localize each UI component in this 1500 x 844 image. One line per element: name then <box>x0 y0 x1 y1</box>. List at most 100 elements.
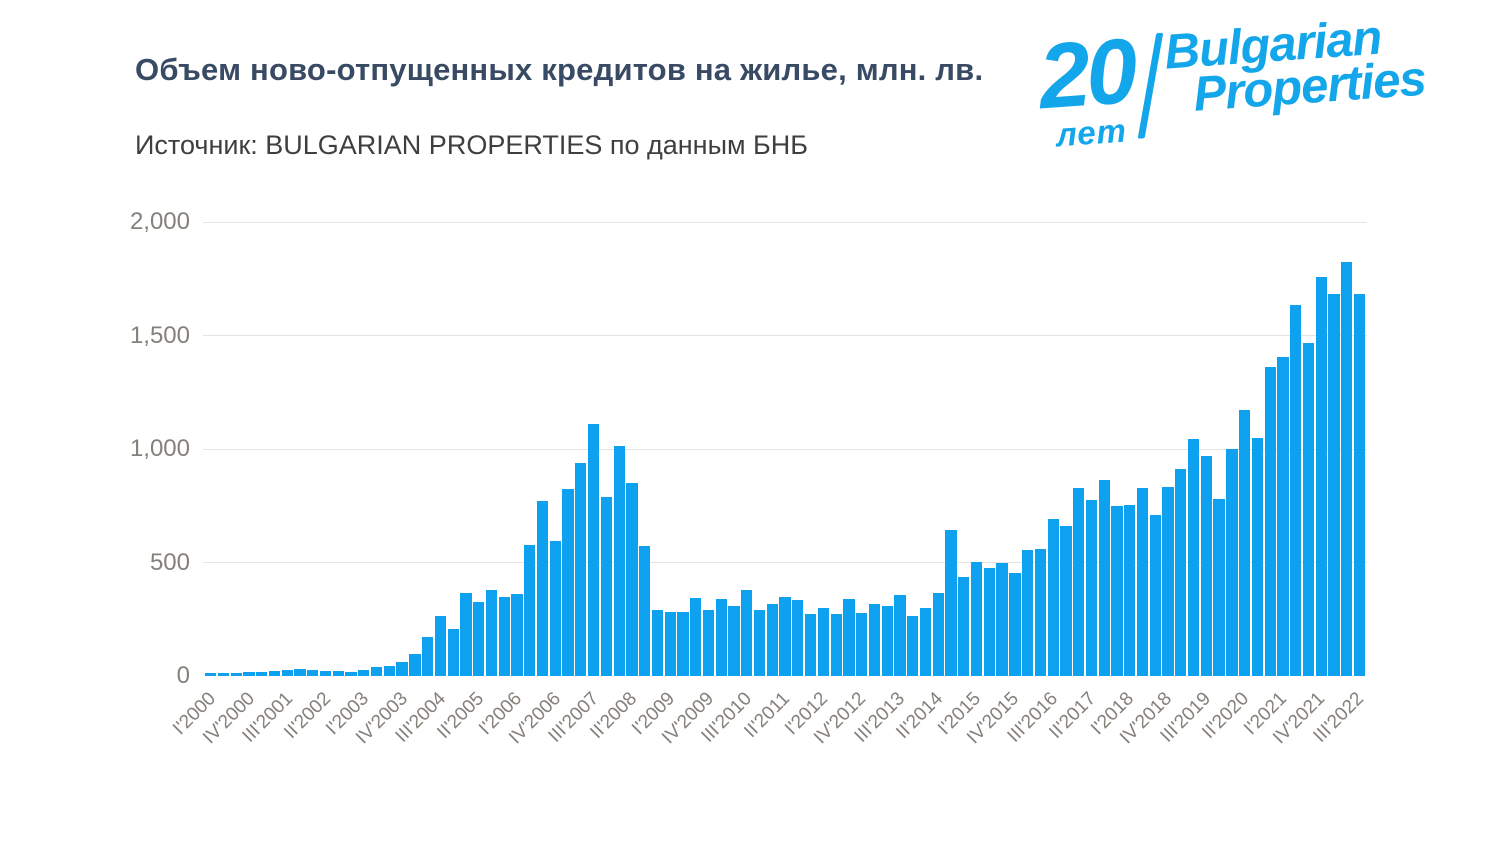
bar-I'2015 <box>970 561 983 676</box>
bar-IV'2018 <box>1162 487 1174 676</box>
bar-III'2022 <box>1353 294 1366 676</box>
bar-IV'2002 <box>345 671 357 676</box>
y-tick-label: 0 <box>176 662 190 689</box>
bar-III'2007 <box>587 423 600 676</box>
bar-IV'2015 <box>1009 572 1021 676</box>
bar-III'2006 <box>536 500 549 676</box>
bar-I'2008 <box>613 445 625 676</box>
bar-III'2020 <box>1251 438 1264 676</box>
bar-I'2001 <box>256 671 268 676</box>
bar-IV'2001 <box>294 669 306 676</box>
bar-II'2005 <box>473 602 485 676</box>
bulgarian-properties-logo: 20 лет Bulgarian Properties <box>1031 11 1433 154</box>
bar-II'2009 <box>677 612 689 676</box>
gridline-1500 <box>203 335 1367 336</box>
bar-IV'2003 <box>396 662 408 676</box>
bar-I'2003 <box>358 669 370 676</box>
bar-III'2013 <box>894 594 906 676</box>
bar-II'2017 <box>1085 500 1098 676</box>
logo-let: лет <box>1054 111 1129 154</box>
bar-II'2001 <box>268 671 281 676</box>
bar-I'2021 <box>1277 356 1289 676</box>
bar-I'2004 <box>409 654 421 676</box>
bar-II'2022 <box>1341 262 1353 676</box>
bar-IV'2009 <box>702 609 715 676</box>
bar-III'2008 <box>639 546 651 676</box>
bar-IV'2021 <box>1315 277 1327 676</box>
bar-III'2019 <box>1200 456 1212 676</box>
bar-I'2018 <box>1124 504 1136 676</box>
bar-IV'2007 <box>600 496 612 676</box>
bar-IV'2006 <box>549 540 561 676</box>
chart-title: Объем ново-отпущенных кредитов на жилье,… <box>135 52 984 87</box>
bar-II'2002 <box>319 670 332 676</box>
bar-III'2003 <box>383 665 395 676</box>
bar-I'2019 <box>1175 468 1187 676</box>
bar-I'2020 <box>1226 449 1238 676</box>
bar-II'2015 <box>983 568 995 676</box>
bar-III'2015 <box>996 562 1008 676</box>
bar-II'2020 <box>1239 409 1251 676</box>
bar-IV'2004 <box>447 628 459 676</box>
bar-III'2011 <box>792 600 804 676</box>
bar-III'2002 <box>332 671 344 676</box>
gridline-1000 <box>203 448 1367 450</box>
bar-IV'2000 <box>243 672 255 676</box>
bar-IV'2016 <box>1060 525 1072 676</box>
y-tick-label: 1,000 <box>129 435 190 462</box>
logo-slash-icon <box>1137 32 1164 139</box>
bar-IV'2020 <box>1264 367 1276 676</box>
bar-II'2000 <box>217 673 230 676</box>
bar-III'2005 <box>485 589 498 676</box>
bar-I'2022 <box>1328 294 1340 676</box>
bar-III'2012 <box>843 598 855 676</box>
bar-I'2000 <box>205 673 217 676</box>
bar-IV'2012 <box>856 612 868 676</box>
bar-II'2008 <box>626 483 638 676</box>
bar-I'2010 <box>715 599 727 676</box>
bar-IV'2017 <box>1111 505 1123 676</box>
bar-III'2016 <box>1047 519 1059 676</box>
bar-IV'2005 <box>498 596 510 676</box>
bar-I'2011 <box>766 603 778 676</box>
bar-I'2013 <box>868 604 881 676</box>
logo-brand-line2: Properties <box>1191 51 1428 122</box>
bar-I'2002 <box>307 669 319 676</box>
bar-I'2017 <box>1073 488 1085 676</box>
bar-II'2010 <box>728 605 740 676</box>
gridline-500 <box>203 562 1367 563</box>
bar-II'2003 <box>370 667 383 676</box>
bar-II'2021 <box>1290 304 1302 676</box>
bar-II'2012 <box>830 614 842 676</box>
y-tick-label: 500 <box>149 548 190 576</box>
bar-II'2013 <box>881 606 893 676</box>
bar-III'2009 <box>690 597 702 676</box>
bar-IV'2014 <box>958 576 970 676</box>
bar-IV'2008 <box>651 610 664 676</box>
logo-20: 20 <box>1035 20 1137 129</box>
gridline-2000 <box>203 221 1367 223</box>
y-tick-label: 1,500 <box>129 321 190 349</box>
bar-II'2019 <box>1187 438 1200 676</box>
bar-II'2018 <box>1136 487 1149 676</box>
bar-II'2011 <box>779 596 791 676</box>
bar-I'2006 <box>511 594 523 676</box>
bar-III'2010 <box>741 589 753 676</box>
bar-III'2021 <box>1302 343 1315 676</box>
bar-II'2016 <box>1034 548 1047 676</box>
bar-II'2004 <box>422 636 434 676</box>
bar-I'2016 <box>1022 550 1034 676</box>
bar-III'2014 <box>945 530 957 676</box>
bar-II'2006 <box>524 545 536 676</box>
bar-III'2018 <box>1149 515 1161 676</box>
bar-IV'2013 <box>907 616 919 676</box>
bar-III'2004 <box>434 615 447 676</box>
bar-I'2007 <box>562 488 574 676</box>
bar-III'2000 <box>230 672 242 676</box>
bar-IV'2010 <box>753 609 766 676</box>
bar-II'2014 <box>932 593 944 676</box>
y-tick-label: 2,000 <box>129 208 190 235</box>
bar-II'2007 <box>575 462 587 676</box>
bar-III'2001 <box>281 669 293 676</box>
